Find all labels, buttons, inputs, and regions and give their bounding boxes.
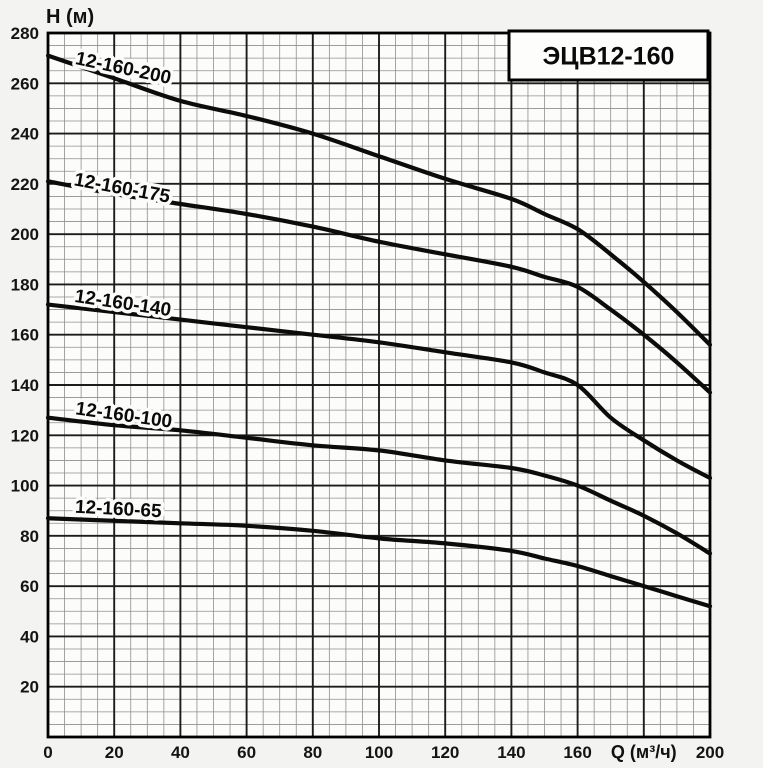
x-axis-title: Q (м³/ч) <box>611 742 677 762</box>
x-tick-label-80: 80 <box>303 743 322 762</box>
y-tick-label-20: 20 <box>20 678 39 697</box>
x-tick-label-40: 40 <box>171 743 190 762</box>
plot-border <box>46 31 712 739</box>
curve-12-160-100 <box>45 415 713 556</box>
curve-12-160-175 <box>45 179 713 395</box>
title-box-frame <box>507 29 710 82</box>
y-tick-label-100: 100 <box>11 477 39 496</box>
x-tick-label-200: 200 <box>696 743 724 762</box>
y-tick-label-80: 80 <box>20 527 39 546</box>
title-box-label: ЭЦВ12-160 <box>543 43 675 71</box>
curve-12-160-65 <box>45 516 713 609</box>
curve-label-12-160-65: 12-160-65 <box>74 497 162 523</box>
curve-12-160-140 <box>45 302 713 481</box>
x-tick-label-20: 20 <box>105 743 124 762</box>
x-tick-label-160: 160 <box>563 743 591 762</box>
y-tick-label-140: 140 <box>11 376 39 395</box>
y-tick-label-40: 40 <box>20 627 39 646</box>
y-tick-label-120: 120 <box>11 426 39 445</box>
x-tick-label-0: 0 <box>43 743 52 762</box>
pump-curves <box>45 53 713 609</box>
y-tick-label-260: 260 <box>11 74 39 93</box>
x-tick-label-60: 60 <box>237 743 256 762</box>
curve-12-160-200 <box>45 53 713 347</box>
y-tick-label-180: 180 <box>11 275 39 294</box>
title-box: ЭЦВ12-160 <box>507 29 710 82</box>
y-tick-label-220: 220 <box>11 175 39 194</box>
axis-tick-labels: 20 40 60 80 100 120 140 160 180 200 220 240 260 280 0 2… <box>11 24 725 762</box>
x-tick-label-100: 100 <box>365 743 393 762</box>
y-axis-title: H (м) <box>46 6 94 28</box>
y-tick-label-160: 160 <box>11 326 39 345</box>
y-tick-label-200: 200 <box>11 225 39 244</box>
x-tick-label-140: 140 <box>497 743 525 762</box>
y-tick-label-240: 240 <box>11 125 39 144</box>
x-tick-label-120: 120 <box>431 743 459 762</box>
y-tick-label-60: 60 <box>20 577 39 596</box>
y-tick-label-280: 280 <box>11 24 39 43</box>
